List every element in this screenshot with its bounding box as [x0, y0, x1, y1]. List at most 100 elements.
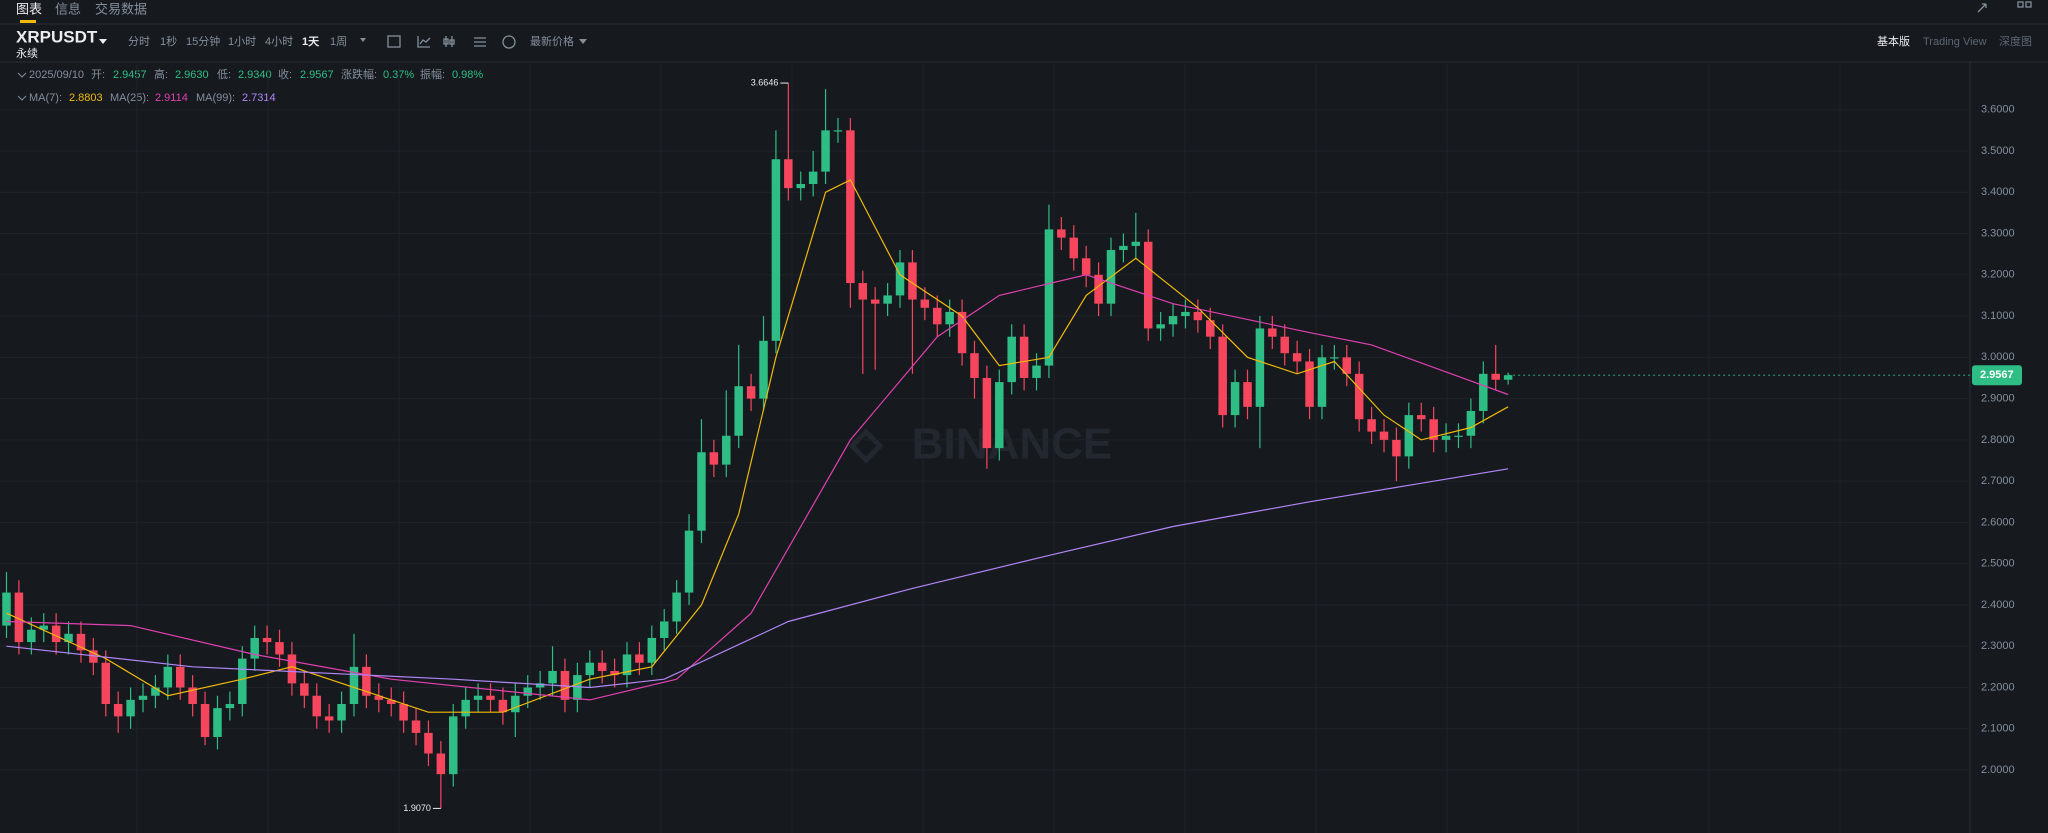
ma-line — [6, 468, 1509, 689]
candle-body — [1032, 365, 1041, 378]
candle-body — [970, 353, 979, 378]
candle-body — [386, 699, 396, 704]
candle-body — [1416, 415, 1426, 420]
candle-body — [573, 675, 582, 700]
ma-label: MA(7): — [29, 92, 62, 104]
candle-body — [1367, 419, 1376, 432]
candle-body — [957, 311, 967, 354]
icon-grid[interactable] — [2025, 1, 2032, 8]
icon-candles[interactable] — [443, 36, 455, 47]
info-label: 涨跌幅: — [341, 67, 377, 81]
interval[interactable]: 15分钟 — [186, 34, 220, 48]
candle-body — [473, 695, 483, 700]
candle-body — [275, 642, 284, 655]
candle-body — [300, 683, 309, 696]
interval-dropdown[interactable] — [360, 38, 366, 42]
candle-body — [759, 340, 768, 399]
y-tick-label: 2.9000 — [1981, 393, 2015, 405]
y-tick-label: 2.8000 — [1981, 434, 2015, 446]
symbol[interactable]: XRPUSDT — [16, 27, 98, 46]
candle-body — [1119, 245, 1128, 251]
candle-body — [1181, 311, 1190, 317]
icon-settings[interactable] — [474, 37, 486, 47]
candle-body — [151, 687, 160, 696]
interval[interactable]: 1周 — [330, 35, 347, 48]
y-tick-label: 2.6000 — [1981, 516, 2015, 528]
icon-chart[interactable] — [417, 36, 431, 48]
candle-body — [399, 703, 408, 721]
candle-body — [287, 654, 297, 684]
candle-body — [175, 666, 185, 688]
icon-collapse[interactable] — [1977, 3, 1987, 13]
candle-body — [1081, 258, 1091, 275]
candle-body — [1243, 382, 1252, 407]
candle-body — [486, 695, 495, 700]
interval[interactable]: 分时 — [128, 35, 150, 48]
candle-body — [349, 666, 359, 704]
candle-body — [51, 625, 61, 643]
candle-body — [1057, 229, 1066, 238]
candle-body — [659, 621, 669, 638]
candle-body — [1131, 241, 1141, 246]
icon-indicator[interactable] — [387, 35, 401, 48]
candle-body — [126, 699, 135, 717]
info-value: 2.9630 — [175, 69, 209, 81]
candle-body — [784, 159, 793, 189]
interval[interactable]: 4小时 — [265, 35, 293, 48]
candle-body — [1317, 357, 1327, 407]
candle-body — [1143, 241, 1153, 329]
symbol-dropdown[interactable] — [99, 39, 107, 44]
candle-body — [498, 699, 508, 713]
candle-body — [163, 666, 173, 688]
interval[interactable]: 1小时 — [228, 35, 256, 48]
candle-body — [113, 703, 123, 717]
candle-body — [622, 654, 632, 676]
ma-label: MA(25): — [110, 92, 149, 104]
tab[interactable]: 交易数据 — [95, 1, 147, 16]
candle-body — [14, 592, 24, 643]
view-option[interactable]: 基本版 — [1877, 34, 1910, 48]
toolbar-icons — [387, 1, 2032, 49]
candle-body — [982, 377, 992, 449]
view-option[interactable]: 深度图 — [1999, 34, 2032, 48]
candle-body — [746, 386, 756, 399]
candle-body — [424, 732, 433, 754]
candle-body — [647, 637, 657, 663]
candle-body — [821, 130, 830, 172]
tab[interactable]: 图表 — [16, 1, 42, 16]
candle-body — [250, 637, 259, 659]
candle-body — [1193, 311, 1203, 321]
interval[interactable]: 1天 — [302, 35, 320, 48]
candle-body — [933, 307, 942, 325]
candle-body — [461, 699, 470, 717]
info-label: 低: — [217, 68, 231, 81]
candle-body — [374, 695, 384, 700]
y-tick-label: 3.2000 — [1981, 269, 2015, 281]
icon-grid[interactable] — [2017, 1, 2024, 8]
candle-body — [1379, 431, 1389, 440]
info-value: 2.9567 — [300, 69, 334, 81]
candle-body — [883, 295, 892, 304]
price-dropdown[interactable] — [579, 39, 587, 44]
candle-body — [1342, 357, 1352, 374]
tab[interactable]: 信息 — [55, 1, 81, 16]
candle-body — [312, 695, 321, 717]
candle-body — [324, 716, 334, 721]
icon-more[interactable] — [502, 35, 516, 49]
candle-body — [796, 183, 805, 189]
candle-body — [1019, 336, 1029, 378]
candle-body — [945, 311, 954, 325]
price-type[interactable]: 最新价格 — [530, 34, 574, 48]
watermark-logo — [848, 428, 884, 464]
candle-body — [89, 650, 98, 663]
plot — [0, 62, 1970, 833]
interval[interactable]: 1秒 — [160, 34, 177, 48]
info-label: 收: — [278, 67, 292, 81]
y-tick-label: 2.0000 — [1981, 764, 2015, 776]
candle-body — [1454, 435, 1463, 437]
view-option[interactable]: Trading View — [1923, 36, 1987, 48]
candle-body — [920, 299, 930, 308]
y-tick-label: 2.3000 — [1981, 640, 2015, 652]
candle-body — [1206, 320, 1215, 337]
